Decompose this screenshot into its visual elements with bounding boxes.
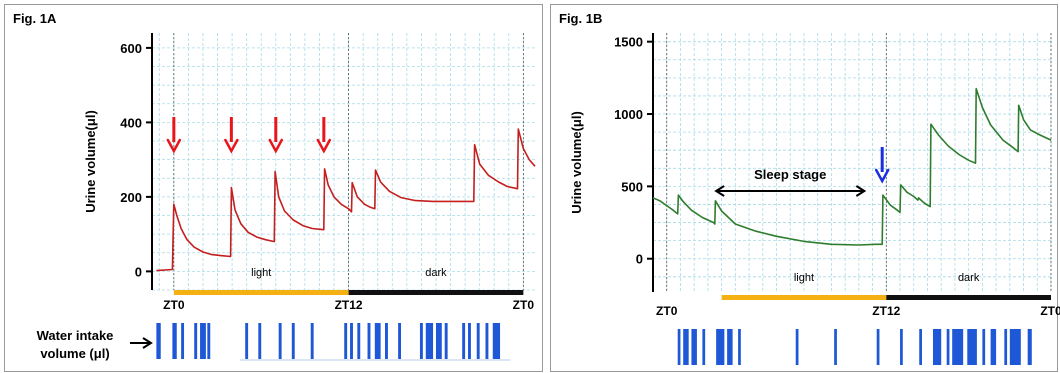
water-intake-arrow-head <box>142 337 153 349</box>
water-intake-event <box>702 329 706 365</box>
y-axis-label: Urine volume(μl) <box>569 111 584 214</box>
y-tick-label: 600 <box>120 41 142 56</box>
water-intake-event <box>1009 329 1021 365</box>
water-intake-event <box>476 323 480 359</box>
water-intake-event <box>374 323 381 359</box>
chart-1b: 0 500 1000 1500 Urine volume(μl) light dark ZT0… <box>569 33 1060 365</box>
data-series-0 <box>156 128 536 272</box>
water-intake-event <box>194 323 198 359</box>
sleep-stage-arrow-head-right <box>855 185 867 197</box>
water-intake-event <box>738 329 741 365</box>
water-intake-event <box>967 329 977 365</box>
arrow-head <box>166 138 182 154</box>
y-tick-label: 0 <box>135 264 142 279</box>
water-intake-event <box>357 323 361 359</box>
zt-label: ZT12 <box>872 304 900 318</box>
sleep-stage-label: Sleep stage <box>754 167 826 182</box>
water-intake-event <box>716 329 725 365</box>
water-intake-event <box>156 323 161 359</box>
water-intake-event <box>278 323 282 359</box>
chart-1a: 0 200 400 600 Urine volume(μl) light dark ZT0 ZT… <box>37 33 536 361</box>
sleep-stage-arrow-head-left <box>714 185 725 197</box>
zt-label: ZT0 <box>656 304 678 318</box>
arrow-head <box>224 138 239 154</box>
event-arrow <box>268 117 284 154</box>
y-tick-label: 0 <box>636 252 643 267</box>
zt-label: ZT0 <box>513 298 535 312</box>
water-intake-event <box>485 323 489 359</box>
water-intake-event <box>468 323 471 359</box>
figure-label: Fig. 1B <box>559 11 603 26</box>
y-axis-label: Urine volume(μl) <box>83 110 98 213</box>
water-intake-event <box>946 329 950 365</box>
water-intake-event <box>683 329 689 365</box>
water-intake-event <box>310 323 314 359</box>
figure-panel-1a: Fig. 1A 0 200 400 600 Urine volume(μl) light d… <box>4 4 543 372</box>
arrow-head <box>874 168 890 184</box>
y-tick-label: 1500 <box>614 35 643 50</box>
water-intake-event <box>344 323 348 359</box>
water-intake-label: volume (μl) <box>40 346 109 361</box>
phase-label-light: light <box>251 267 271 279</box>
water-intake-event <box>367 323 371 359</box>
phase-label-dark: dark <box>958 272 980 284</box>
water-intake-event <box>876 329 880 365</box>
phase-bar-light <box>173 290 349 295</box>
water-intake-event <box>952 329 964 365</box>
water-intake-event <box>982 329 986 365</box>
phase-label-dark: dark <box>425 267 447 279</box>
water-intake-event <box>207 323 211 359</box>
water-intake-event <box>435 323 442 359</box>
water-intake-label: Water intake <box>37 328 114 343</box>
water-intake-event <box>834 329 837 365</box>
water-intake-event <box>398 323 402 359</box>
water-intake-event <box>677 329 681 365</box>
water-intake-event <box>444 323 448 359</box>
phase-bar-light <box>721 295 887 300</box>
y-tick-label: 1000 <box>614 107 643 122</box>
water-intake-event <box>900 329 903 365</box>
water-intake-event <box>245 323 249 359</box>
water-intake-event <box>350 323 353 359</box>
water-intake-event <box>691 329 697 365</box>
water-intake-event <box>419 323 423 359</box>
water-intake-event <box>385 323 388 359</box>
water-intake-event <box>172 323 177 359</box>
water-intake-event <box>932 329 942 365</box>
water-intake-event <box>990 329 997 365</box>
phase-label-light: light <box>794 272 814 284</box>
figure-panel-1b: Fig. 1B 0 500 1000 1500 Urine volume(μl) ligh… <box>550 4 1060 372</box>
event-arrow <box>166 117 182 154</box>
water-intake-event <box>425 323 434 359</box>
water-intake-event <box>795 329 799 365</box>
water-intake-event <box>1027 329 1032 365</box>
water-intake-event <box>462 323 466 359</box>
arrow-head <box>268 138 284 154</box>
event-arrow <box>224 117 239 154</box>
water-intake-event <box>181 323 185 359</box>
event-arrow <box>316 117 332 154</box>
zt-label: ZT0 <box>1040 304 1060 318</box>
water-intake-event <box>919 329 922 365</box>
water-intake-event <box>492 323 501 359</box>
water-intake-event <box>291 323 295 359</box>
water-intake-event <box>258 323 262 359</box>
phase-bar-dark <box>348 290 524 295</box>
event-arrow <box>874 147 890 184</box>
y-tick-label: 400 <box>120 115 142 130</box>
y-tick-label: 200 <box>120 190 142 205</box>
zt-label: ZT0 <box>163 298 185 312</box>
y-tick-label: 500 <box>621 179 643 194</box>
water-intake-event <box>727 329 733 365</box>
water-intake-event <box>1004 329 1008 365</box>
arrow-head <box>316 138 332 154</box>
water-intake-event <box>200 323 206 359</box>
zt-label: ZT12 <box>335 298 363 312</box>
data-series-0 <box>652 87 1052 246</box>
figure-label: Fig. 1A <box>13 11 57 26</box>
phase-bar-dark <box>886 295 1051 300</box>
